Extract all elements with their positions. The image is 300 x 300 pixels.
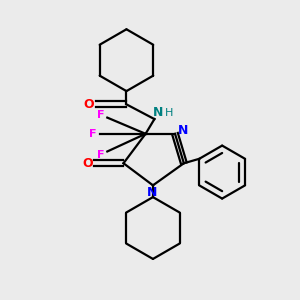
Text: N: N: [153, 106, 164, 119]
Text: H: H: [165, 108, 173, 118]
Text: N: N: [147, 186, 158, 199]
Text: N: N: [178, 124, 188, 137]
Text: F: F: [89, 129, 96, 139]
Text: O: O: [84, 98, 94, 111]
Text: F: F: [97, 110, 104, 120]
Text: O: O: [82, 157, 93, 170]
Text: F: F: [97, 150, 104, 160]
